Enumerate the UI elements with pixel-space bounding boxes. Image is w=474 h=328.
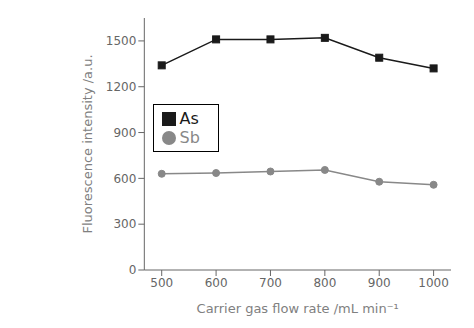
svg-text:500: 500: [150, 276, 173, 290]
svg-text:600: 600: [205, 276, 228, 290]
svg-text:800: 800: [313, 276, 336, 290]
svg-text:1200: 1200: [106, 80, 137, 94]
svg-text:Carrier gas flow rate /mL min⁻: Carrier gas flow rate /mL min⁻¹: [197, 301, 399, 316]
html-text:Sb: Sb: [179, 127, 200, 147]
svg-text:300: 300: [113, 217, 136, 231]
svg-text:1500: 1500: [106, 34, 137, 48]
svg-text:0: 0: [129, 263, 137, 277]
svg-text:Fluorescence intensity /a.u.: Fluorescence intensity /a.u.: [80, 54, 95, 233]
svg-text:600: 600: [113, 172, 136, 186]
html-text:As: As: [179, 108, 199, 128]
svg-text:900: 900: [113, 126, 136, 140]
svg-text:700: 700: [259, 276, 282, 290]
svg-text:900: 900: [368, 276, 391, 290]
svg-text:1000: 1000: [418, 276, 449, 290]
